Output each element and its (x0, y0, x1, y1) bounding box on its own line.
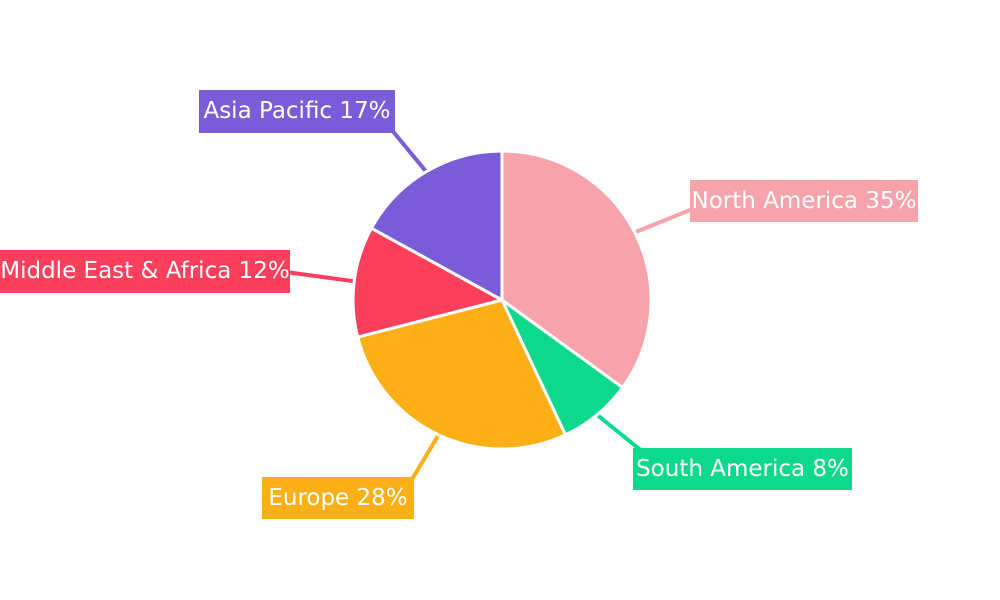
leader-line-europe (409, 433, 441, 483)
callout-label-middle-east-africa[interactable]: Middle East & Africa 12% (0, 250, 290, 293)
pie-slice-europe[interactable] (356, 298, 567, 451)
callout-label-south-america[interactable]: South America 8% (633, 448, 852, 490)
callout-label-europe[interactable]: Europe 28% (262, 477, 414, 519)
pie-slice-middle-east-africa[interactable] (351, 226, 504, 339)
leader-line-asia-pacific (389, 127, 428, 173)
callout-label-asia-pacific[interactable]: Asia Pacific 17% (199, 90, 395, 133)
leader-line-north-america (634, 204, 701, 235)
leader-line-south-america (595, 413, 645, 454)
pie-slice-asia-pacific[interactable] (369, 149, 504, 302)
callout-label-north-america[interactable]: North America 35% (690, 180, 918, 222)
leader-line-middle-east-africa (285, 270, 355, 284)
pie-slice-north-america[interactable] (500, 149, 653, 390)
